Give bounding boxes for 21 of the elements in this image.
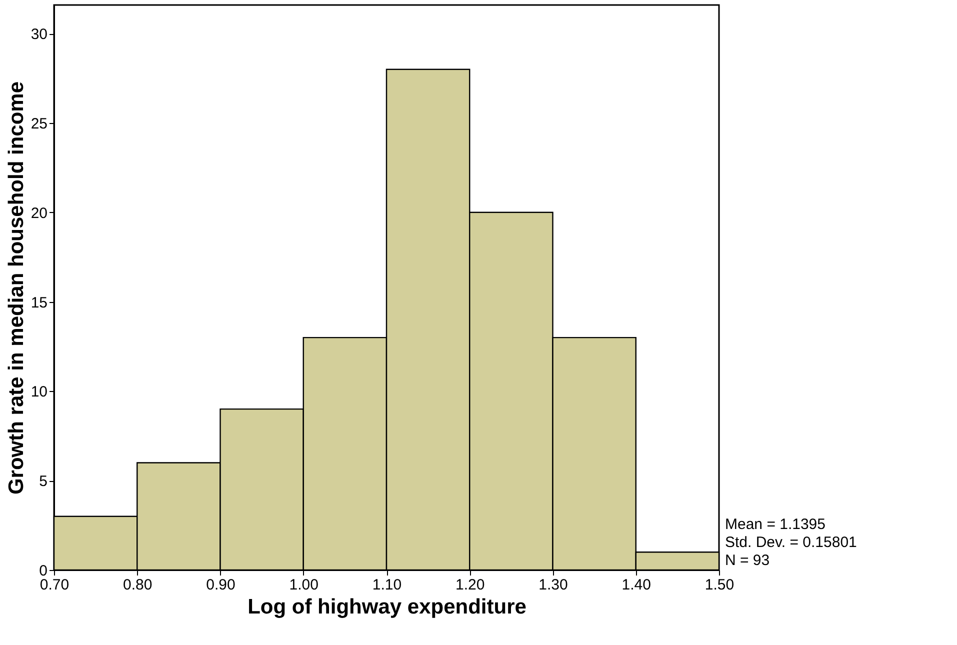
text: N = 93	[725, 552, 770, 569]
x-axis-title: Log of highway expenditure	[248, 596, 526, 618]
x-tick-label: 1.20	[456, 576, 485, 594]
x-tick-label: 1.30	[538, 576, 568, 594]
y-axis-title: Growth rate in median household income	[4, 81, 28, 495]
y-tick-label: 10	[30, 384, 48, 401]
y-tick-label: 30	[30, 26, 48, 44]
x-tick-label: 1.10	[372, 576, 402, 594]
y-tick-label: 20	[30, 204, 48, 222]
x-tick-label: 0.90	[206, 576, 236, 594]
x-tick-label: 1.50	[704, 576, 734, 594]
y-tick-label: 0	[39, 562, 48, 580]
text: Std. Dev. = 0.15801	[725, 534, 857, 551]
x-tick-label: 0.70	[40, 576, 70, 594]
text: Mean = 1.1395	[725, 516, 826, 533]
x-tick-label: 1.40	[622, 576, 651, 594]
y-tick-label: 25	[30, 116, 48, 133]
y-tick-label: 5	[39, 473, 48, 490]
y-tick-label: 15	[30, 294, 48, 312]
x-tick-label: 1.00	[289, 576, 318, 594]
x-tick-label: 0.80	[123, 576, 152, 594]
